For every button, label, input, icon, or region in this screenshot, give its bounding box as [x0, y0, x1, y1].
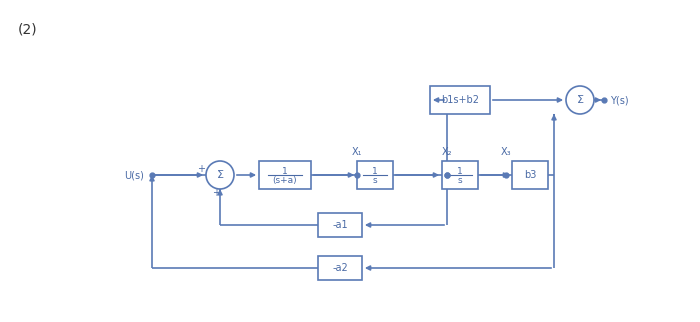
Text: 1: 1	[282, 167, 288, 176]
Text: 1: 1	[457, 167, 463, 176]
FancyBboxPatch shape	[357, 161, 393, 189]
FancyBboxPatch shape	[259, 161, 311, 189]
Text: U(s): U(s)	[124, 170, 144, 180]
Text: X₁: X₁	[351, 147, 363, 157]
FancyBboxPatch shape	[318, 256, 362, 280]
Text: s: s	[372, 176, 377, 185]
FancyBboxPatch shape	[512, 161, 548, 189]
FancyBboxPatch shape	[442, 161, 478, 189]
Text: (s+a): (s+a)	[273, 176, 298, 185]
Text: Σ: Σ	[577, 95, 584, 105]
Text: Y(s): Y(s)	[610, 95, 629, 105]
Text: X₂: X₂	[442, 147, 452, 157]
Text: X₃: X₃	[500, 147, 511, 157]
Text: s: s	[458, 176, 462, 185]
Text: -a1: -a1	[332, 220, 348, 230]
Text: -a2: -a2	[332, 263, 348, 273]
Text: 1: 1	[372, 167, 378, 176]
FancyBboxPatch shape	[318, 213, 362, 237]
Text: +: +	[212, 188, 220, 198]
Text: b3: b3	[524, 170, 536, 180]
Text: +: +	[197, 164, 205, 174]
FancyBboxPatch shape	[430, 86, 490, 114]
Text: (2): (2)	[18, 22, 38, 36]
Text: Σ: Σ	[216, 170, 223, 180]
Text: b1s+b2: b1s+b2	[441, 95, 479, 105]
